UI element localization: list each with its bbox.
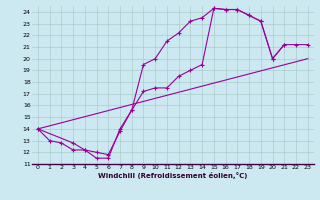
X-axis label: Windchill (Refroidissement éolien,°C): Windchill (Refroidissement éolien,°C) [98, 172, 247, 179]
